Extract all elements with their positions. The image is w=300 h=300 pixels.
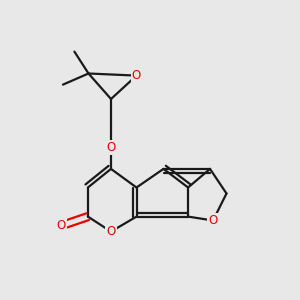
Text: O: O <box>106 141 116 154</box>
Text: O: O <box>208 214 217 227</box>
Text: O: O <box>132 69 141 82</box>
Text: O: O <box>57 219 66 232</box>
Text: O: O <box>106 225 116 238</box>
